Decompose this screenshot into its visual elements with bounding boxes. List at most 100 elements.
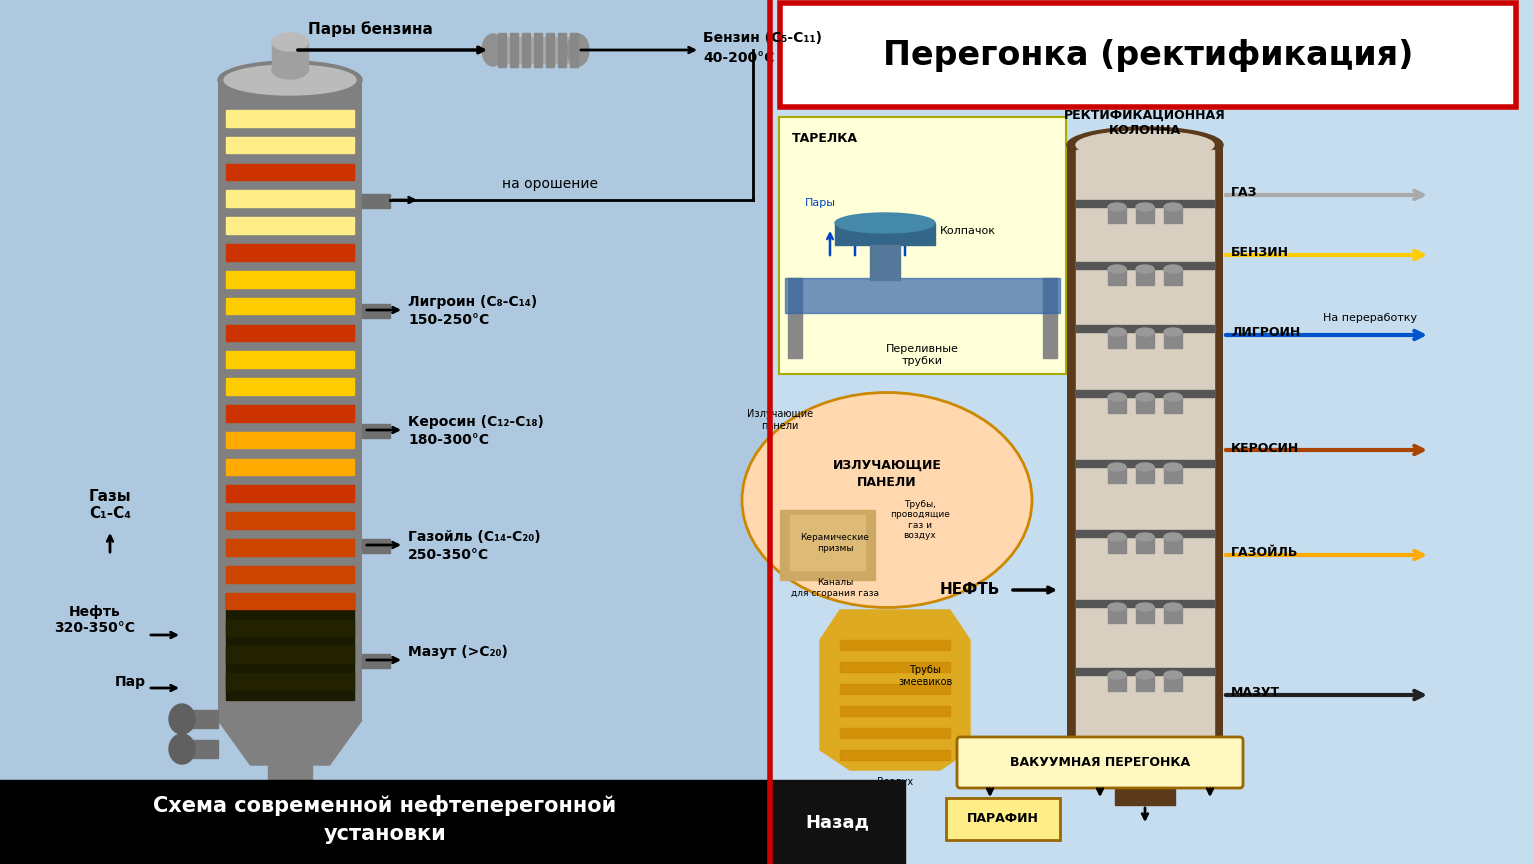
Text: Пары бензина: Пары бензина — [308, 22, 432, 37]
Text: МАЗУТ: МАЗУТ — [1231, 687, 1280, 700]
Text: ПАРАФИН: ПАРАФИН — [967, 812, 1039, 825]
Text: ГАЗОЙЛЬ: ГАЗОЙЛЬ — [1231, 547, 1298, 560]
Bar — [533, 33, 543, 67]
Ellipse shape — [1164, 328, 1182, 336]
Ellipse shape — [1164, 393, 1182, 401]
Text: РЕКТИФИКАЦИОННАЯ: РЕКТИФИКАЦИОННАЯ — [1064, 109, 1226, 122]
Bar — [362, 424, 389, 438]
Bar — [1136, 397, 1154, 413]
Bar — [494, 37, 578, 63]
Text: Керамические
призмы: Керамические призмы — [800, 533, 869, 553]
Bar — [225, 245, 354, 261]
Ellipse shape — [1067, 127, 1223, 163]
Ellipse shape — [224, 65, 356, 95]
Bar — [1164, 397, 1182, 413]
Bar — [1076, 600, 1214, 607]
Text: Перегонка (ректификация): Перегонка (ректификация) — [883, 39, 1413, 72]
Bar — [840, 728, 950, 738]
Bar — [225, 325, 354, 341]
Bar — [558, 33, 566, 67]
Bar — [225, 217, 354, 234]
FancyBboxPatch shape — [780, 3, 1516, 107]
Bar — [570, 33, 578, 67]
Bar — [362, 539, 389, 553]
Text: Воздух: Воздух — [877, 777, 914, 787]
Bar — [546, 33, 553, 67]
Bar — [0, 0, 770, 864]
Ellipse shape — [742, 392, 1032, 607]
Text: Лигроин (С₈-С₁₄): Лигроин (С₈-С₁₄) — [408, 295, 537, 309]
Bar — [1136, 207, 1154, 223]
Bar — [225, 619, 354, 636]
Ellipse shape — [1164, 533, 1182, 541]
Bar — [835, 223, 935, 245]
Bar — [0, 780, 770, 864]
Ellipse shape — [1164, 463, 1182, 471]
Text: Газойль (С₁₄-С₂₀): Газойль (С₁₄-С₂₀) — [408, 530, 541, 544]
Polygon shape — [820, 610, 970, 770]
Bar — [362, 654, 389, 668]
Bar — [1076, 530, 1214, 537]
Text: Колпачок: Колпачок — [940, 226, 996, 236]
Bar — [225, 539, 354, 556]
Ellipse shape — [218, 61, 362, 99]
Text: КОЛОННА: КОЛОННА — [1108, 124, 1180, 137]
Polygon shape — [218, 720, 362, 765]
Bar — [225, 512, 354, 529]
Bar — [1108, 537, 1127, 553]
Bar — [498, 33, 506, 67]
Ellipse shape — [1108, 671, 1127, 679]
Bar — [225, 459, 354, 475]
Bar — [362, 194, 389, 208]
Ellipse shape — [1164, 265, 1182, 273]
Bar — [1164, 467, 1182, 483]
Bar — [225, 163, 354, 181]
Bar — [788, 278, 802, 358]
Bar — [1108, 207, 1127, 223]
Text: БЕНЗИН: БЕНЗИН — [1231, 246, 1289, 259]
Text: ПАНЕЛИ: ПАНЕЛИ — [857, 475, 917, 488]
Ellipse shape — [835, 213, 935, 233]
Ellipse shape — [271, 33, 308, 51]
Bar — [1136, 467, 1154, 483]
Bar — [785, 278, 1059, 313]
Bar — [225, 298, 354, 314]
Text: Бензин (С₅-С₁₁): Бензин (С₅-С₁₁) — [704, 31, 822, 45]
Ellipse shape — [1108, 393, 1127, 401]
Ellipse shape — [1108, 463, 1127, 471]
Bar — [1076, 390, 1214, 397]
Bar — [1164, 675, 1182, 691]
Ellipse shape — [1076, 131, 1214, 159]
Bar — [225, 646, 354, 663]
Bar — [1108, 332, 1127, 348]
Ellipse shape — [1136, 203, 1154, 211]
Ellipse shape — [1108, 203, 1127, 211]
Text: 150-250°С: 150-250°С — [408, 313, 489, 327]
Bar — [225, 110, 354, 127]
Bar — [770, 0, 1533, 864]
Ellipse shape — [1136, 463, 1154, 471]
Text: 180-300°С: 180-300°С — [408, 433, 489, 447]
Bar — [1164, 607, 1182, 623]
Ellipse shape — [1136, 265, 1154, 273]
Bar — [225, 137, 354, 154]
Bar — [225, 378, 354, 395]
Bar — [840, 706, 950, 716]
Bar — [362, 304, 389, 318]
Text: КЕРОСИН: КЕРОСИН — [1231, 442, 1300, 454]
Bar — [780, 510, 875, 580]
Bar — [1076, 262, 1214, 269]
Text: НЕФТЬ: НЕФТЬ — [940, 582, 1000, 598]
Bar — [225, 566, 354, 582]
Bar — [840, 662, 950, 672]
Text: ГАЗ: ГАЗ — [1231, 187, 1257, 200]
Bar — [218, 80, 362, 720]
Text: На переработку: На переработку — [1323, 313, 1416, 323]
Bar — [1042, 278, 1056, 358]
Bar — [225, 486, 354, 502]
Bar — [510, 33, 518, 67]
Bar — [182, 740, 218, 758]
Ellipse shape — [271, 61, 308, 79]
Text: Пары: Пары — [805, 198, 835, 208]
Text: на орошение: на орошение — [501, 177, 598, 191]
